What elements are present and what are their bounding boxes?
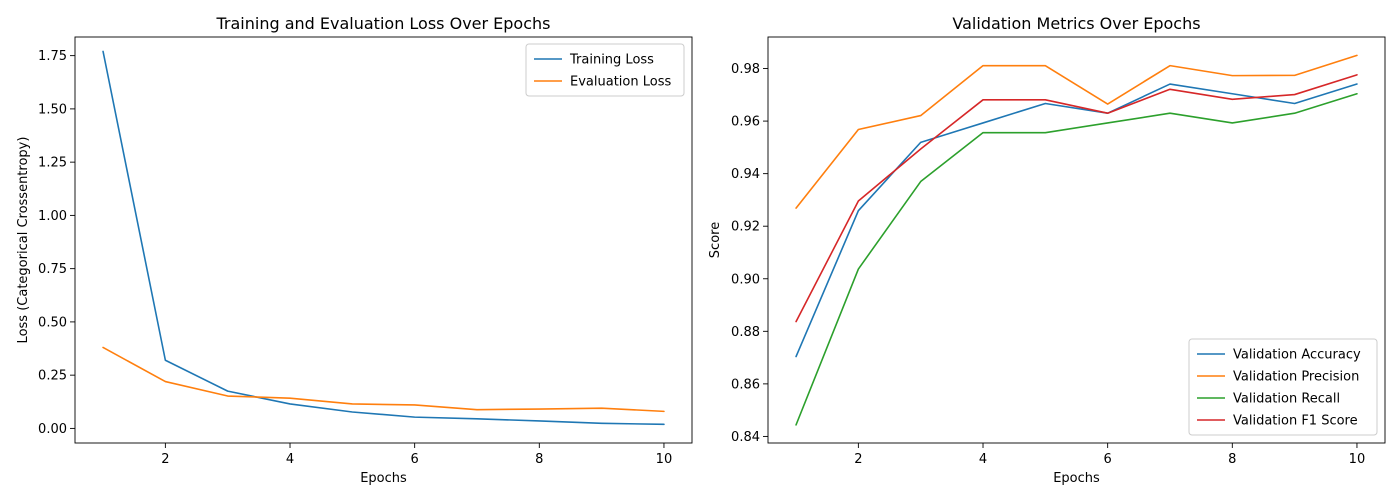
legend-box bbox=[1188, 338, 1378, 436]
chart-title: Training and Evaluation Loss Over Epochs bbox=[216, 14, 551, 33]
x-tick-label: 6 bbox=[411, 452, 419, 467]
legend: Validation Accuracy Validation Precision V… bbox=[1188, 338, 1378, 436]
chart-panel-1: Training and Evaluation Loss Over Epochs… bbox=[16, 14, 693, 486]
series-line-4 bbox=[795, 74, 1358, 323]
x-tick-label: 10 bbox=[656, 452, 673, 467]
y-tick-label: 0.88 bbox=[731, 325, 760, 340]
legend-label: Validation Accuracy bbox=[1233, 348, 1361, 363]
y-axis-label: Loss (Categorical Crossentropy) bbox=[16, 137, 31, 344]
series-line-2 bbox=[795, 54, 1358, 209]
x-tick-label: 8 bbox=[535, 452, 543, 467]
y-tick-label: 0.90 bbox=[731, 272, 760, 287]
y-tick-label: 0.98 bbox=[731, 62, 760, 77]
axes-frame bbox=[74, 36, 693, 444]
y-tick-label: 1.75 bbox=[38, 49, 67, 64]
y-tick-label: 1.25 bbox=[38, 156, 67, 171]
legend: Training Loss Evaluation Loss bbox=[525, 43, 685, 97]
legend-label: Evaluation Loss bbox=[570, 75, 671, 90]
y-tick-label: 1.50 bbox=[38, 102, 67, 117]
y-tick-label: 0.50 bbox=[38, 315, 67, 330]
x-tick-label: 10 bbox=[1349, 452, 1366, 467]
legend-label: Validation Precision bbox=[1233, 370, 1359, 385]
chart-title: Validation Metrics Over Epochs bbox=[952, 14, 1200, 33]
x-tick-label: 2 bbox=[854, 452, 862, 467]
y-tick-label: 0.94 bbox=[731, 167, 760, 182]
y-tick-label: 0.86 bbox=[731, 377, 760, 392]
series-line-2 bbox=[102, 346, 665, 413]
x-tick-label: 8 bbox=[1228, 452, 1236, 467]
y-tick-label: 0.84 bbox=[731, 430, 760, 445]
legend-box bbox=[525, 43, 685, 97]
legend-label: Validation F1 Score bbox=[1233, 414, 1358, 429]
x-tick-label: 6 bbox=[1104, 452, 1112, 467]
series-line-1 bbox=[102, 50, 665, 426]
legend-label: Validation Recall bbox=[1233, 392, 1340, 407]
y-tick-label: 0.00 bbox=[38, 422, 67, 437]
legend-label: Training Loss bbox=[569, 53, 654, 68]
x-tick-label: 2 bbox=[161, 452, 169, 467]
series-line-3 bbox=[795, 92, 1358, 426]
x-tick-label: 4 bbox=[286, 452, 294, 467]
series-line-1 bbox=[795, 83, 1358, 358]
chart-panel-2: Validation Metrics Over Epochs 2 4 6 8 10 0.84… bbox=[708, 14, 1386, 486]
x-axis-label: Epochs bbox=[360, 471, 407, 486]
y-tick-label: 0.96 bbox=[731, 115, 760, 130]
y-axis-label: Score bbox=[708, 222, 723, 258]
axes-frame bbox=[767, 36, 1386, 444]
x-axis-label: Epochs bbox=[1053, 471, 1100, 486]
y-tick-label: 0.75 bbox=[38, 262, 67, 277]
x-tick-label: 4 bbox=[979, 452, 987, 467]
y-tick-label: 0.25 bbox=[38, 369, 67, 384]
y-tick-label: 0.92 bbox=[731, 220, 760, 235]
y-tick-label: 1.00 bbox=[38, 209, 67, 224]
